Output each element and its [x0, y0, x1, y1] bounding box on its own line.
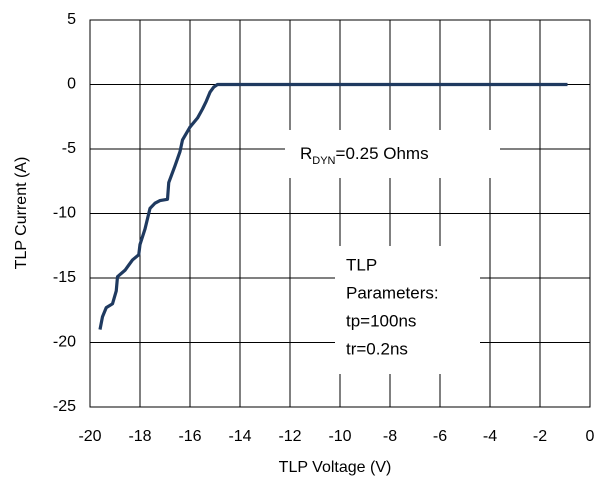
x-axis-title: TLP Voltage (V)	[279, 459, 392, 476]
data-line	[98, 82, 568, 330]
plot-border	[89, 19, 591, 408]
annotation: tp=100ns	[346, 311, 416, 330]
y-tick-label: 0	[67, 76, 76, 93]
x-tick-label: -10	[328, 428, 351, 445]
y-tick-label: -10	[53, 205, 76, 222]
y-tick-label: -5	[62, 140, 76, 157]
annotation: tr=0.2ns	[346, 339, 408, 358]
annotation-part: =0.25 Ohms	[336, 144, 429, 163]
y-axis-title: TLP Current (A)	[13, 157, 30, 270]
annotation: TLP	[346, 255, 377, 274]
annotation: Parameters:	[346, 283, 439, 302]
annotation-part: R	[300, 144, 312, 163]
x-tick-label: -12	[278, 428, 301, 445]
x-tick-label: -20	[78, 428, 101, 445]
y-tick-label: -20	[53, 334, 76, 351]
x-tick-label: -6	[433, 428, 447, 445]
x-tick-label: 0	[586, 428, 595, 445]
x-tick-label: -18	[128, 428, 151, 445]
annotation-box	[285, 130, 500, 178]
x-tick-label: -8	[383, 428, 397, 445]
y-tick-label: 5	[67, 11, 76, 28]
x-tick-label: -14	[228, 428, 251, 445]
annotation-box	[335, 246, 480, 374]
y-tick-label: -15	[53, 269, 76, 286]
y-tick-label: -25	[53, 398, 76, 415]
annotation: RDYN=0.25 Ohms	[300, 144, 429, 166]
x-tick-label: -16	[178, 428, 201, 445]
annotation-part: DYN	[312, 155, 335, 167]
x-tick-label: -2	[533, 428, 547, 445]
x-tick-label: -4	[483, 428, 497, 445]
